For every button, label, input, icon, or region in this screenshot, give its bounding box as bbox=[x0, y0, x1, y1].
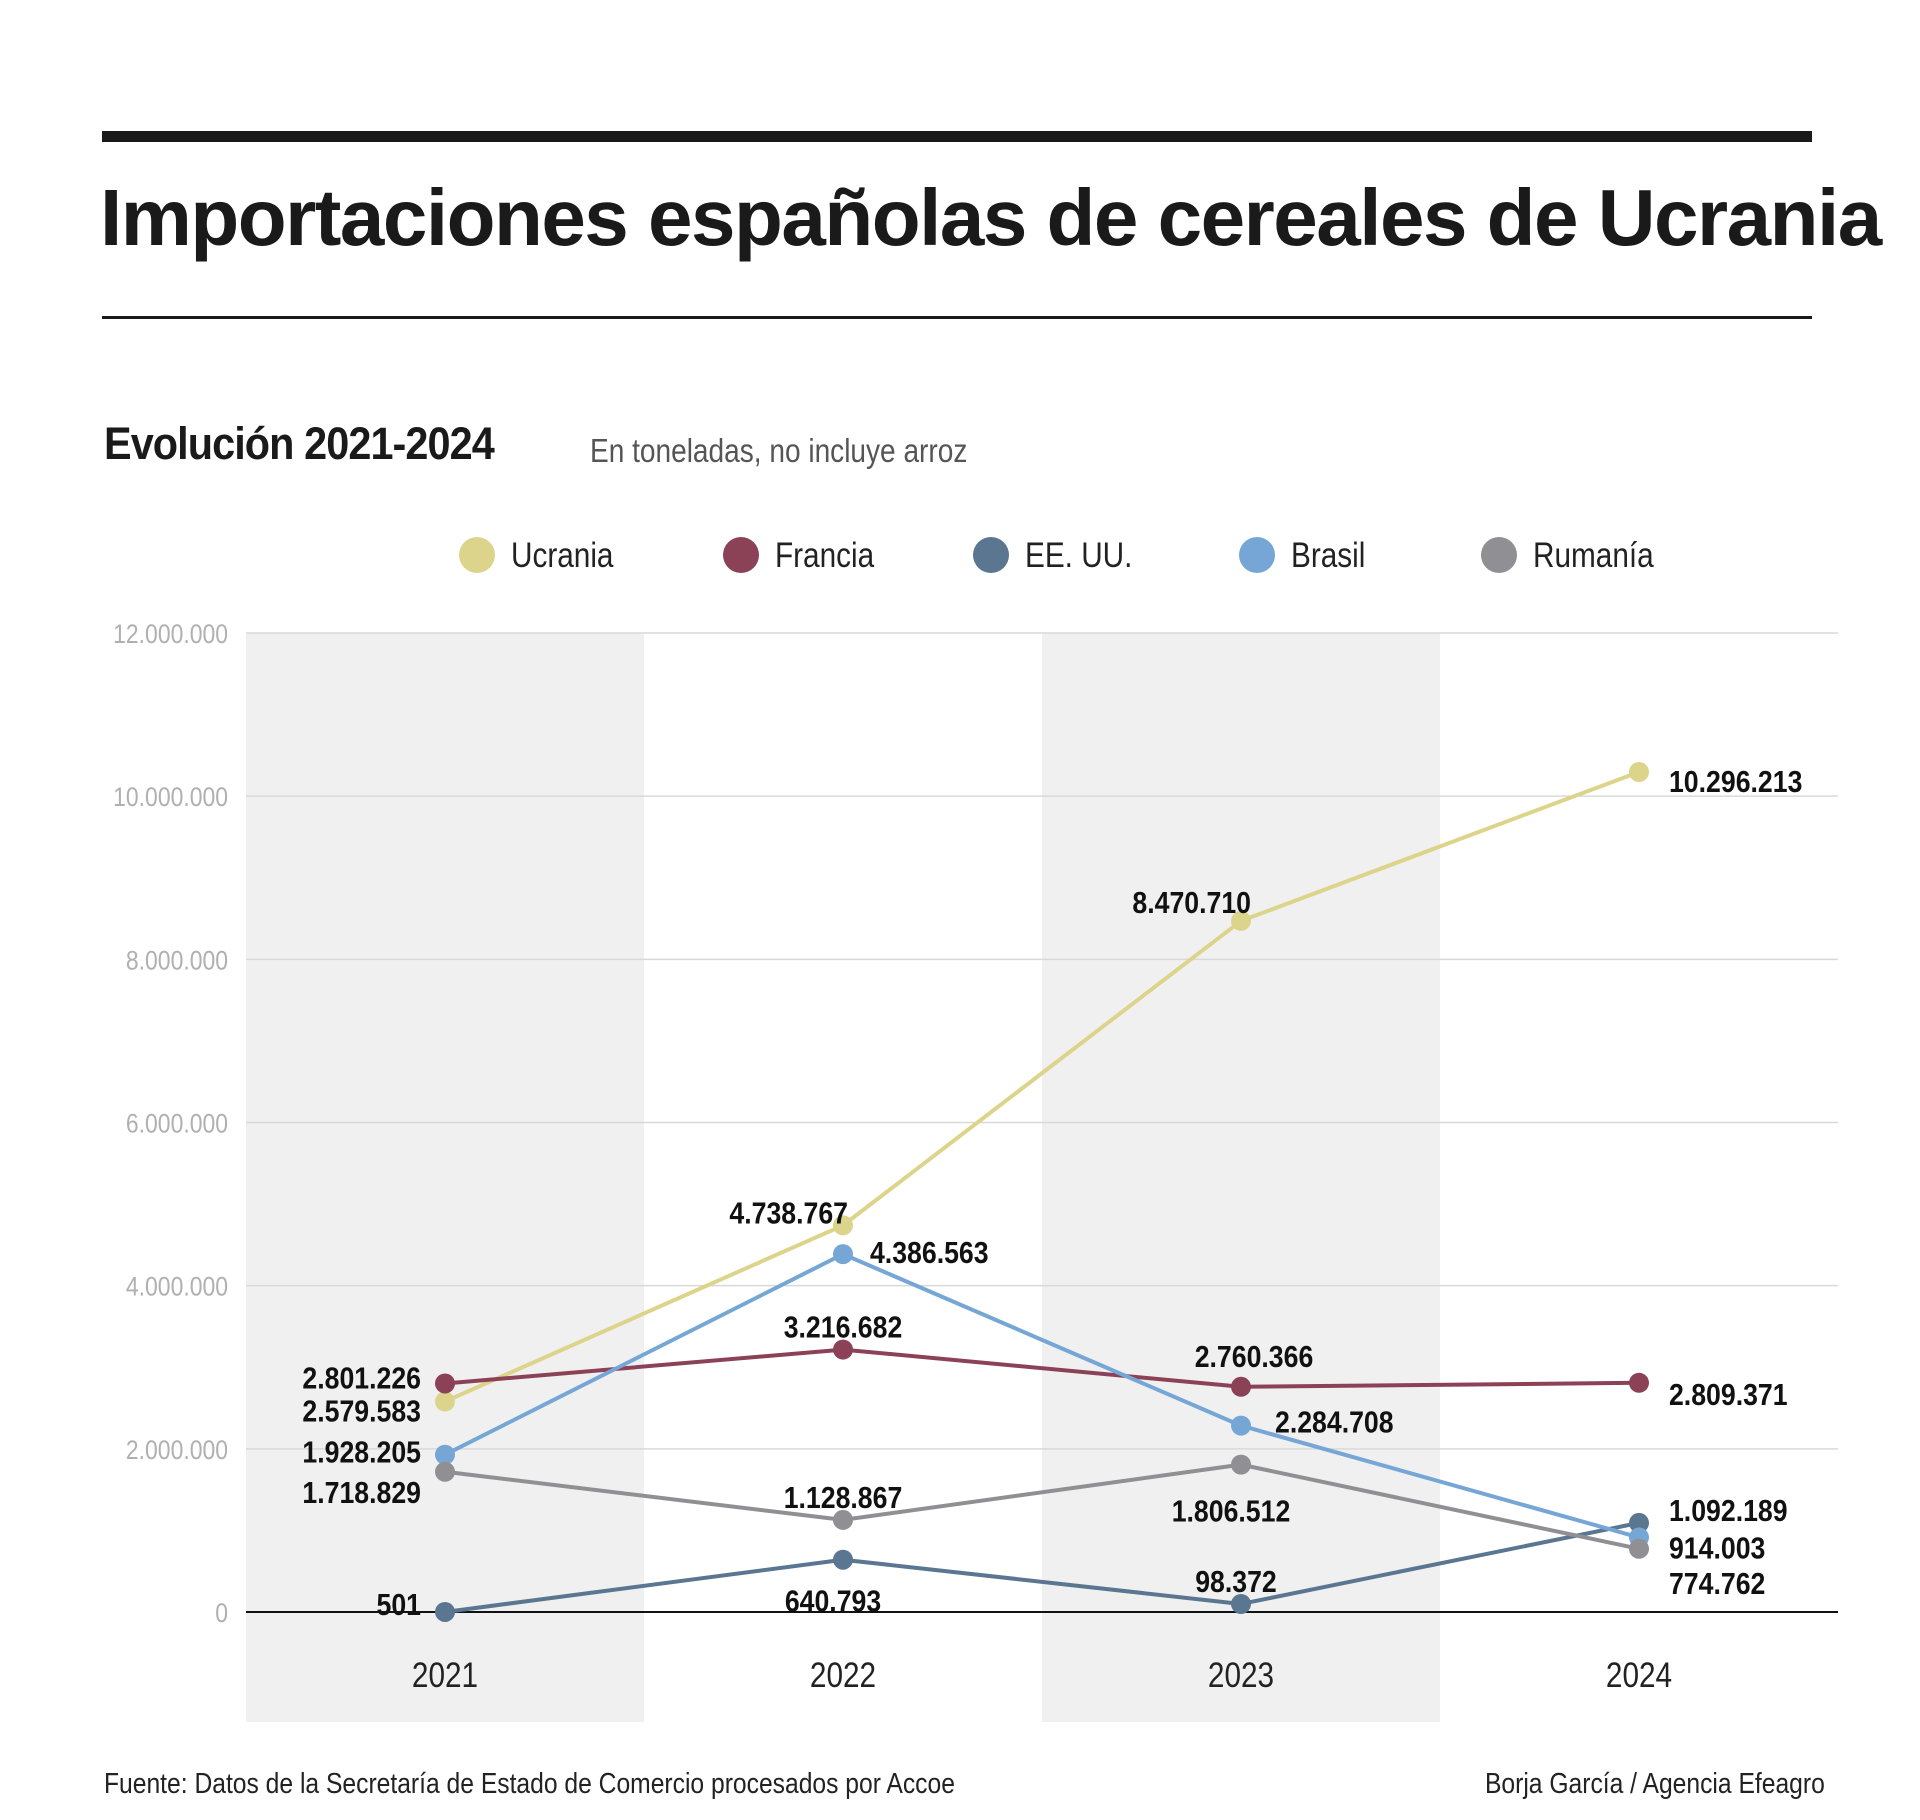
background-bands bbox=[246, 633, 1440, 1722]
legend-label: Ucrania bbox=[511, 536, 614, 575]
y-tick-label: 10.000.000 bbox=[113, 782, 228, 812]
data-point bbox=[833, 1549, 853, 1570]
data-label: 1.806.512 bbox=[1172, 1495, 1291, 1529]
data-point bbox=[833, 1244, 853, 1265]
top-thick-rule bbox=[102, 131, 1812, 142]
y-tick-label: 12.000.000 bbox=[113, 619, 228, 649]
x-tick-label: 2024 bbox=[1606, 1656, 1672, 1695]
series-line-Francia bbox=[444, 1347, 1640, 1389]
legend-item-brasil: Brasil bbox=[1239, 536, 1365, 575]
data-point bbox=[1231, 1376, 1251, 1397]
legend-swatch bbox=[1239, 537, 1275, 573]
series-line-Rumanía bbox=[444, 1462, 1640, 1551]
x-axis-tick-labels: 2021 2022 2023 2024 bbox=[412, 1656, 1672, 1695]
legend-label: Brasil bbox=[1291, 536, 1365, 575]
subtitle-row: Evolución 2021-2024 En toneladas, no inc… bbox=[104, 418, 967, 470]
y-tick-label: 0 bbox=[215, 1598, 228, 1628]
data-label: 501 bbox=[377, 1588, 421, 1622]
data-point bbox=[1231, 910, 1251, 931]
source-note: Fuente: Datos de la Secretaría de Estado… bbox=[104, 1768, 955, 1800]
data-label: 2.284.708 bbox=[1275, 1406, 1394, 1440]
series-line-EE. UU. bbox=[444, 1520, 1640, 1614]
data-point bbox=[435, 1601, 455, 1622]
legend-item-ruman-a: Rumanía bbox=[1481, 536, 1655, 575]
data-point bbox=[1629, 1512, 1649, 1533]
data-label: 1.128.867 bbox=[784, 1481, 903, 1515]
legend-item-ucrania: Ucrania bbox=[459, 536, 614, 575]
y-tick-label: 8.000.000 bbox=[126, 946, 228, 976]
series-line-Ucrania bbox=[444, 770, 1640, 1404]
data-point bbox=[435, 1373, 455, 1394]
data-labels: 2.579.583 4.738.767 8.470.710 10.296.213 2.8… bbox=[302, 765, 1802, 1622]
y-tick-label: 6.000.000 bbox=[126, 1109, 228, 1139]
credit: Borja García / Agencia Efeagro bbox=[1485, 1768, 1825, 1800]
data-label: 1.092.189 bbox=[1669, 1494, 1788, 1528]
data-point bbox=[833, 1215, 853, 1236]
series-line-Brasil bbox=[444, 1252, 1640, 1540]
data-label: 98.372 bbox=[1195, 1565, 1277, 1599]
y-tick-label: 2.000.000 bbox=[126, 1435, 228, 1465]
legend-label: EE. UU. bbox=[1025, 536, 1132, 575]
legend-swatch bbox=[1481, 537, 1517, 573]
data-label: 2.579.583 bbox=[302, 1395, 421, 1429]
x-tick-label: 2023 bbox=[1208, 1656, 1274, 1695]
data-point bbox=[1231, 1454, 1251, 1475]
legend-label: Francia bbox=[775, 536, 875, 575]
data-label: 8.470.710 bbox=[1132, 886, 1251, 920]
legend-item-ee-uu: EE. UU. bbox=[973, 536, 1132, 575]
x-tick-label: 2022 bbox=[810, 1656, 876, 1695]
series-points bbox=[435, 762, 1649, 1622]
legend-label: Rumanía bbox=[1533, 536, 1655, 575]
data-point bbox=[1629, 1538, 1649, 1559]
data-point bbox=[1231, 1415, 1251, 1436]
units-note: En toneladas, no incluye arroz bbox=[590, 432, 968, 469]
data-point bbox=[435, 1461, 455, 1482]
data-point bbox=[1231, 1593, 1251, 1614]
x-tick-label: 2021 bbox=[412, 1656, 478, 1695]
data-label: 2.809.371 bbox=[1669, 1378, 1788, 1412]
data-point bbox=[833, 1509, 853, 1530]
data-label: 2.801.226 bbox=[302, 1362, 421, 1396]
data-label: 1.928.205 bbox=[302, 1436, 421, 1470]
y-tick-label: 4.000.000 bbox=[126, 1272, 228, 1302]
data-label: 4.738.767 bbox=[729, 1197, 848, 1231]
legend-item-francia: Francia bbox=[723, 536, 875, 575]
data-label: 914.003 bbox=[1669, 1532, 1765, 1566]
chart-subtitle: Evolución 2021-2024 bbox=[104, 418, 495, 469]
background-band-2023 bbox=[1042, 633, 1440, 1722]
data-point bbox=[1629, 762, 1649, 783]
legend-swatch bbox=[459, 537, 495, 573]
title-divider bbox=[102, 316, 1812, 319]
data-label: 4.386.563 bbox=[870, 1236, 989, 1270]
data-label: 774.762 bbox=[1669, 1567, 1765, 1601]
legend-swatch bbox=[723, 537, 759, 573]
data-label: 3.216.682 bbox=[784, 1311, 903, 1345]
data-label: 10.296.213 bbox=[1669, 765, 1802, 799]
data-point bbox=[833, 1339, 853, 1360]
chart-title: Importaciones españolas de cereales de U… bbox=[100, 173, 1882, 262]
legend-swatch bbox=[973, 537, 1009, 573]
data-point bbox=[435, 1444, 455, 1465]
data-point bbox=[1629, 1372, 1649, 1393]
data-label: 2.760.366 bbox=[1195, 1340, 1314, 1374]
legend: Ucrania Francia EE. UU. Brasil Rumanía bbox=[459, 536, 1655, 575]
data-point bbox=[435, 1391, 455, 1412]
series-lines bbox=[444, 770, 1640, 1614]
data-label: 640.793 bbox=[785, 1585, 881, 1619]
background-band-2021 bbox=[246, 633, 644, 1722]
y-axis-tick-labels: 0 2.000.000 4.000.000 6.000.000 8.000.000 10.… bbox=[113, 619, 228, 1628]
data-label: 1.718.829 bbox=[302, 1476, 421, 1510]
